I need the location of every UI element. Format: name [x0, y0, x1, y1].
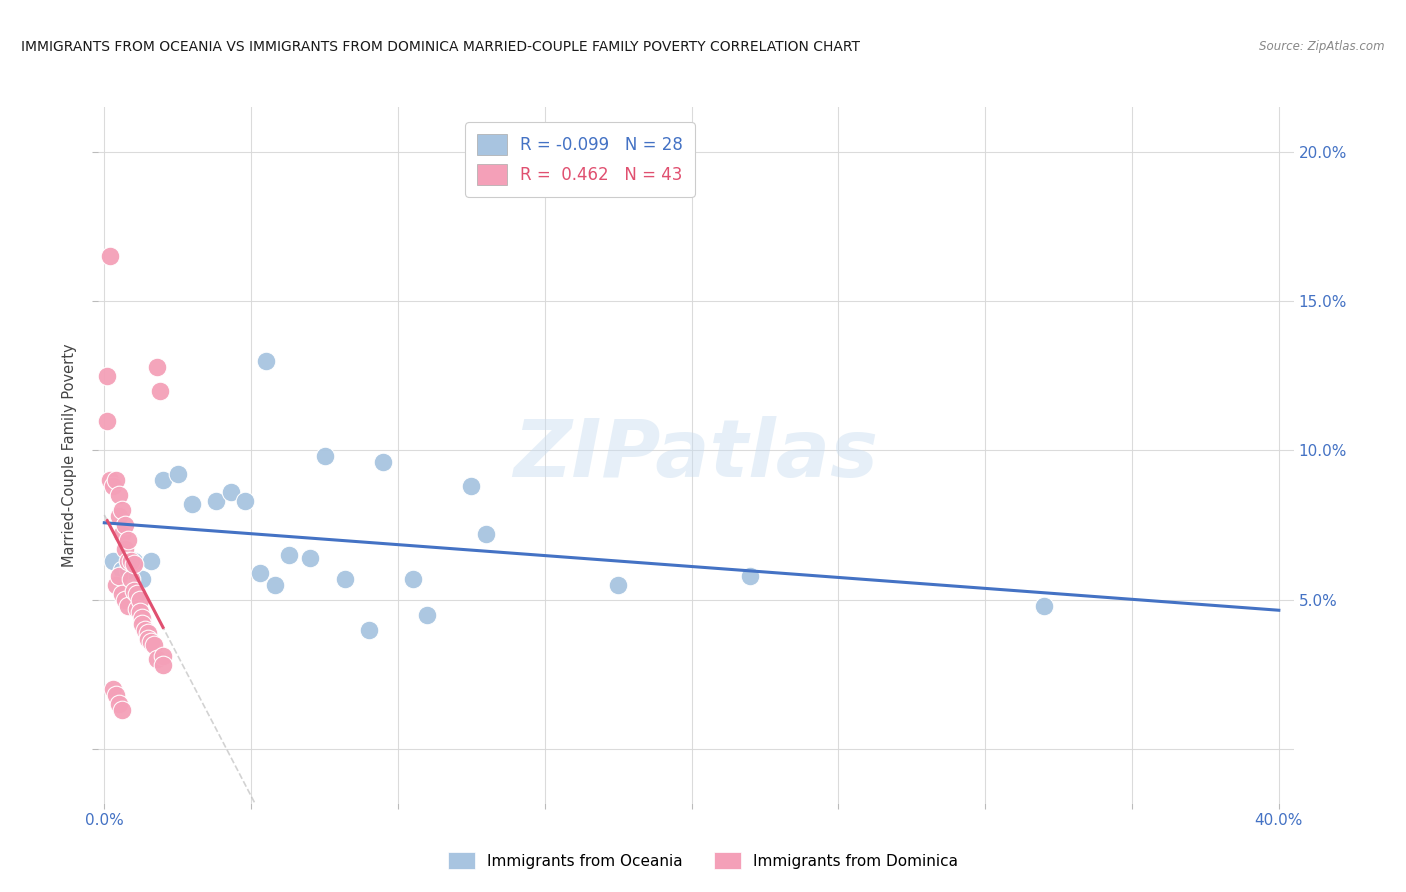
Point — [1032, 599, 1054, 613]
Point — [263, 578, 285, 592]
Point — [111, 703, 134, 717]
Point — [298, 550, 321, 565]
Point — [373, 455, 395, 469]
Point — [122, 557, 145, 571]
Point — [114, 541, 136, 556]
Point — [105, 578, 128, 592]
Point — [143, 638, 166, 652]
Text: IMMIGRANTS FROM OCEANIA VS IMMIGRANTS FROM DOMINICA MARRIED-COUPLE FAMILY POVERT: IMMIGRANTS FROM OCEANIA VS IMMIGRANTS FR… — [21, 40, 860, 54]
Point — [357, 623, 380, 637]
Y-axis label: Married-Couple Family Poverty: Married-Couple Family Poverty — [62, 343, 77, 566]
Point — [120, 554, 142, 568]
Point — [131, 572, 153, 586]
Point — [101, 479, 124, 493]
Text: Source: ZipAtlas.com: Source: ZipAtlas.com — [1260, 40, 1385, 54]
Point — [149, 384, 172, 398]
Point — [117, 554, 139, 568]
Point — [128, 605, 150, 619]
Point — [460, 479, 482, 493]
Point — [146, 359, 169, 374]
Point — [101, 682, 124, 697]
Point — [152, 649, 174, 664]
Point — [108, 509, 131, 524]
Point — [146, 652, 169, 666]
Point — [254, 354, 277, 368]
Point — [138, 632, 160, 646]
Point — [111, 503, 134, 517]
Point — [128, 592, 150, 607]
Point — [141, 554, 163, 568]
Point — [101, 554, 124, 568]
Point — [219, 485, 242, 500]
Text: ZIPatlas: ZIPatlas — [513, 416, 879, 494]
Point — [122, 583, 145, 598]
Point — [125, 601, 148, 615]
Point — [416, 607, 439, 622]
Point — [141, 634, 163, 648]
Point — [105, 688, 128, 702]
Point — [166, 467, 188, 482]
Point — [475, 527, 498, 541]
Point — [98, 249, 121, 263]
Point — [278, 548, 301, 562]
Point — [607, 578, 630, 592]
Point — [117, 533, 139, 547]
Point — [740, 569, 762, 583]
Point — [120, 572, 142, 586]
Point — [401, 572, 423, 586]
Point — [233, 494, 256, 508]
Legend: R = -0.099   N = 28, R =  0.462   N = 43: R = -0.099 N = 28, R = 0.462 N = 43 — [465, 122, 695, 197]
Point — [131, 610, 153, 624]
Point — [249, 566, 271, 580]
Point — [125, 587, 148, 601]
Point — [96, 414, 118, 428]
Point — [131, 616, 153, 631]
Point — [98, 473, 121, 487]
Point — [108, 698, 131, 712]
Point — [134, 623, 156, 637]
Point — [138, 625, 160, 640]
Point — [105, 473, 128, 487]
Point — [96, 368, 118, 383]
Point — [108, 569, 131, 583]
Point — [152, 473, 174, 487]
Point — [108, 488, 131, 502]
Point — [111, 563, 134, 577]
Point — [122, 554, 145, 568]
Point — [152, 658, 174, 673]
Point — [114, 518, 136, 533]
Point — [314, 450, 336, 464]
Legend: Immigrants from Oceania, Immigrants from Dominica: Immigrants from Oceania, Immigrants from… — [441, 846, 965, 875]
Point — [117, 599, 139, 613]
Point — [111, 587, 134, 601]
Point — [205, 494, 228, 508]
Point — [111, 527, 134, 541]
Point — [333, 572, 356, 586]
Point — [114, 592, 136, 607]
Point — [181, 497, 204, 511]
Point — [117, 563, 139, 577]
